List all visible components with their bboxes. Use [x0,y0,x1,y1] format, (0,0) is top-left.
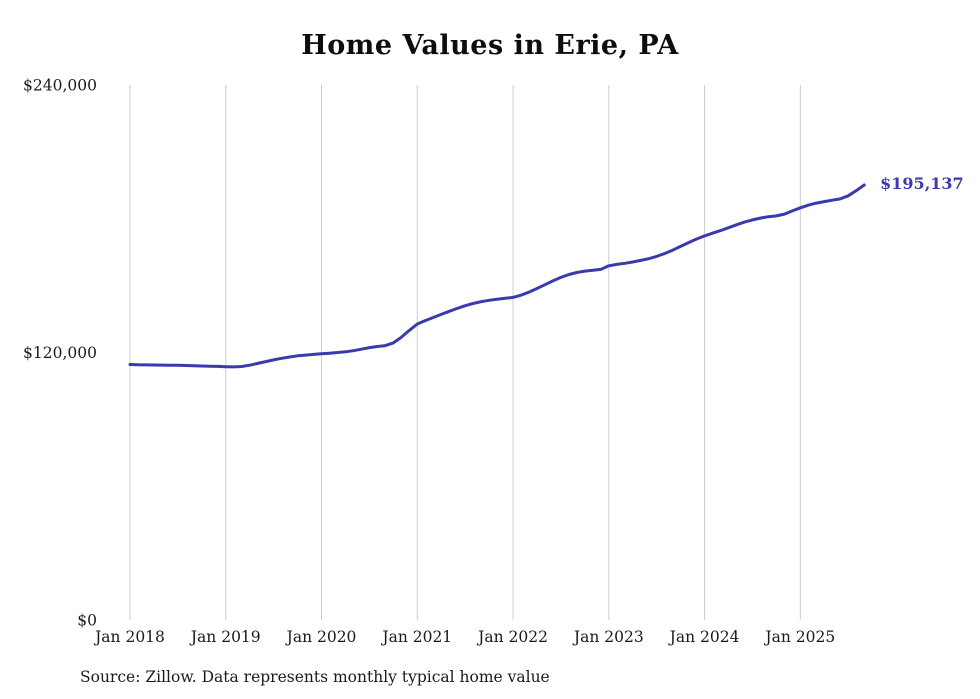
x-axis-label: Jan 2019 [189,628,261,646]
y-axis-label: $240,000 [23,77,97,95]
x-axis-label: Jan 2024 [668,628,740,646]
latest-value-label: $195,137 [880,174,964,193]
source-note: Source: Zillow. Data represents monthly … [80,668,550,686]
y-axis-label: $120,000 [23,344,97,362]
x-axis-label: Jan 2025 [763,628,835,646]
home-value-series-line [128,183,866,369]
x-axis-label: Jan 2018 [93,628,165,646]
x-axis-label: Jan 2023 [572,628,644,646]
x-axis-label: Jan 2022 [476,628,548,646]
x-axis-label: Jan 2021 [380,628,452,646]
chart-title: Home Values in Erie, PA [301,30,679,61]
y-axis-label: $0 [77,612,97,630]
x-axis-label: Jan 2020 [285,628,357,646]
